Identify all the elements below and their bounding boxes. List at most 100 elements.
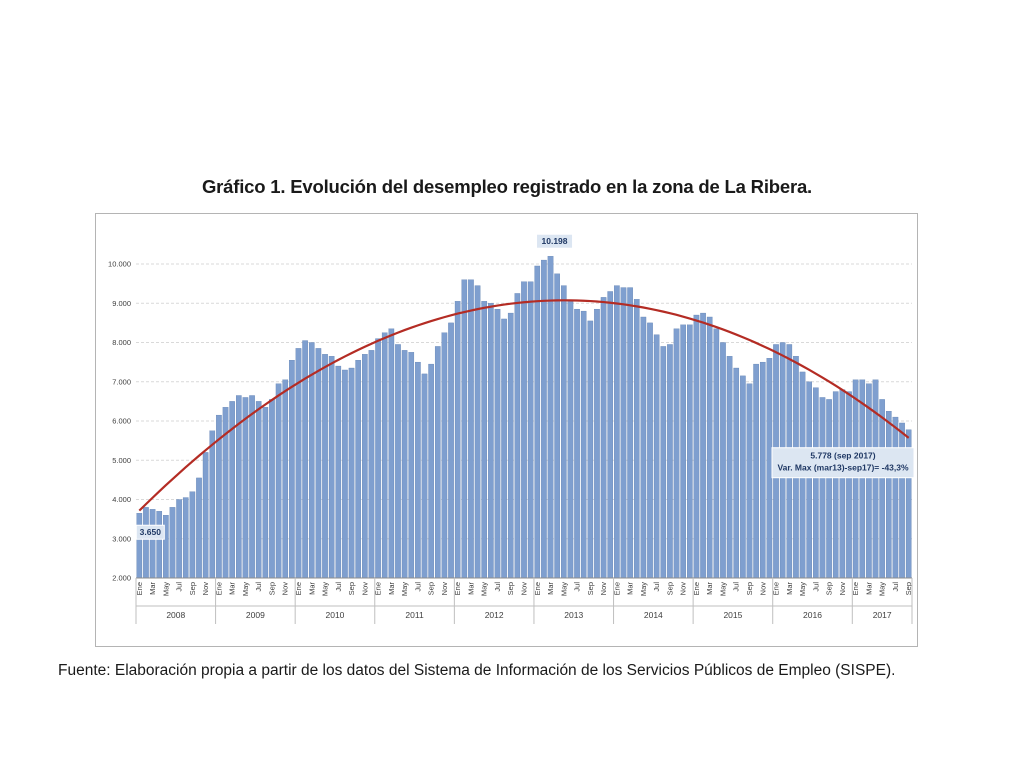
x-tick-label: Sep bbox=[904, 582, 913, 595]
bar bbox=[289, 360, 295, 579]
source-note: Fuente: Elaboración propia a partir de l… bbox=[58, 662, 896, 679]
x-tick-label: Mar bbox=[864, 582, 873, 595]
x-tick-label: Nov bbox=[440, 582, 449, 596]
bar bbox=[308, 342, 315, 579]
x-tick-label: Nov bbox=[520, 582, 529, 596]
x-tick-label: Ene bbox=[135, 582, 144, 595]
bar bbox=[136, 513, 143, 579]
bar bbox=[766, 358, 773, 579]
x-tick-label: Mar bbox=[466, 582, 475, 595]
x-tick-label: May bbox=[559, 582, 568, 596]
bar bbox=[355, 360, 361, 579]
x-tick-label: Jul bbox=[652, 582, 661, 592]
bar bbox=[395, 344, 401, 579]
bar bbox=[633, 299, 640, 579]
x-tick-label: Nov bbox=[758, 582, 767, 596]
bar bbox=[209, 430, 216, 579]
year-label: 2009 bbox=[246, 610, 265, 620]
bar bbox=[362, 354, 368, 579]
x-tick-label: Mar bbox=[546, 582, 555, 595]
y-tick-label: 2.000 bbox=[112, 574, 131, 583]
bar bbox=[640, 316, 647, 579]
bar bbox=[169, 507, 176, 579]
x-tick-label: Jul bbox=[493, 582, 502, 592]
bar bbox=[547, 256, 554, 579]
x-tick-label: Nov bbox=[838, 582, 847, 596]
x-tick-label: May bbox=[639, 582, 648, 596]
bar bbox=[872, 379, 879, 579]
x-tick-label: Nov bbox=[201, 582, 210, 596]
x-tick-label: Jul bbox=[732, 582, 741, 592]
bar bbox=[255, 401, 262, 579]
x-axis: Ene Mar May Jul Sep Nov Ene Mar May Jul Sep Nov Ene M… bbox=[135, 577, 913, 624]
x-tick-label: May bbox=[400, 582, 409, 596]
bar bbox=[143, 507, 149, 579]
x-tick-label: Nov bbox=[360, 582, 369, 596]
x-tick-label: Mar bbox=[387, 582, 396, 595]
bar bbox=[149, 509, 156, 579]
y-tick-label: 8.000 bbox=[112, 338, 131, 347]
bar bbox=[813, 387, 819, 579]
bar bbox=[249, 395, 255, 579]
x-tick-label: Nov bbox=[281, 582, 290, 596]
bar bbox=[713, 328, 720, 579]
chart-title: Gráfico 1. Evolución del desempleo regis… bbox=[201, 176, 813, 197]
y-tick-label: 7.000 bbox=[112, 377, 131, 386]
annotation-peak-label: 10.198 bbox=[542, 236, 568, 246]
x-tick-label: Ene bbox=[453, 582, 462, 595]
bar bbox=[275, 383, 282, 579]
x-tick-label: Sep bbox=[268, 582, 277, 595]
y-tick-label: 3.000 bbox=[112, 534, 131, 543]
bar bbox=[182, 497, 189, 579]
y-tick-label: 4.000 bbox=[112, 495, 131, 504]
x-tick-label: May bbox=[241, 582, 250, 596]
bar bbox=[700, 312, 706, 579]
x-tick-label: Ene bbox=[374, 582, 383, 595]
bar bbox=[899, 422, 905, 579]
bar bbox=[726, 356, 733, 579]
chart-plot: 2.000 3.000 4.000 5.000 6.000 7.000 8.000 9.000… bbox=[108, 233, 915, 624]
x-tick-label: Ene bbox=[214, 582, 223, 595]
bar bbox=[368, 350, 375, 579]
x-tick-label: Mar bbox=[148, 582, 157, 595]
x-tick-label: Ene bbox=[851, 582, 860, 595]
bar bbox=[667, 344, 673, 579]
bar bbox=[534, 265, 541, 579]
x-tick-label: Mar bbox=[307, 582, 316, 595]
bar bbox=[660, 346, 667, 579]
bar bbox=[461, 279, 468, 579]
bar bbox=[673, 328, 680, 579]
x-tick-label: Mar bbox=[626, 582, 635, 595]
bar bbox=[454, 301, 461, 579]
bar bbox=[507, 312, 514, 579]
bar bbox=[687, 324, 693, 579]
bar bbox=[415, 361, 421, 579]
bar bbox=[434, 346, 441, 579]
x-tick-label: Sep bbox=[745, 582, 754, 595]
bar bbox=[580, 310, 587, 579]
bar bbox=[163, 515, 169, 579]
trend-line-group bbox=[138, 299, 910, 512]
bar bbox=[202, 452, 209, 579]
bar bbox=[428, 363, 434, 579]
x-tick-label: Jul bbox=[573, 582, 582, 592]
bar bbox=[441, 332, 448, 579]
bar bbox=[388, 328, 395, 579]
bar bbox=[567, 301, 574, 579]
bar bbox=[852, 379, 859, 579]
bar bbox=[680, 324, 686, 579]
annotations: 3.650 10.198 5.778 (sep 2017) Var. Max (mar… bbox=[135, 233, 915, 540]
bar bbox=[806, 381, 812, 579]
x-tick-label: Mar bbox=[228, 582, 237, 595]
year-label: 2010 bbox=[326, 610, 345, 620]
bar bbox=[720, 342, 726, 579]
year-label: 2017 bbox=[873, 610, 892, 620]
bar bbox=[653, 334, 660, 579]
year-label: 2015 bbox=[723, 610, 742, 620]
bar bbox=[481, 301, 488, 579]
bar bbox=[594, 308, 600, 579]
bar bbox=[474, 285, 481, 579]
annotation-last-label: Var. Max (mar13)-sep17)= -43,3% bbox=[777, 463, 909, 473]
x-tick-label: Jul bbox=[175, 582, 184, 592]
x-tick-label: Jul bbox=[811, 582, 820, 592]
